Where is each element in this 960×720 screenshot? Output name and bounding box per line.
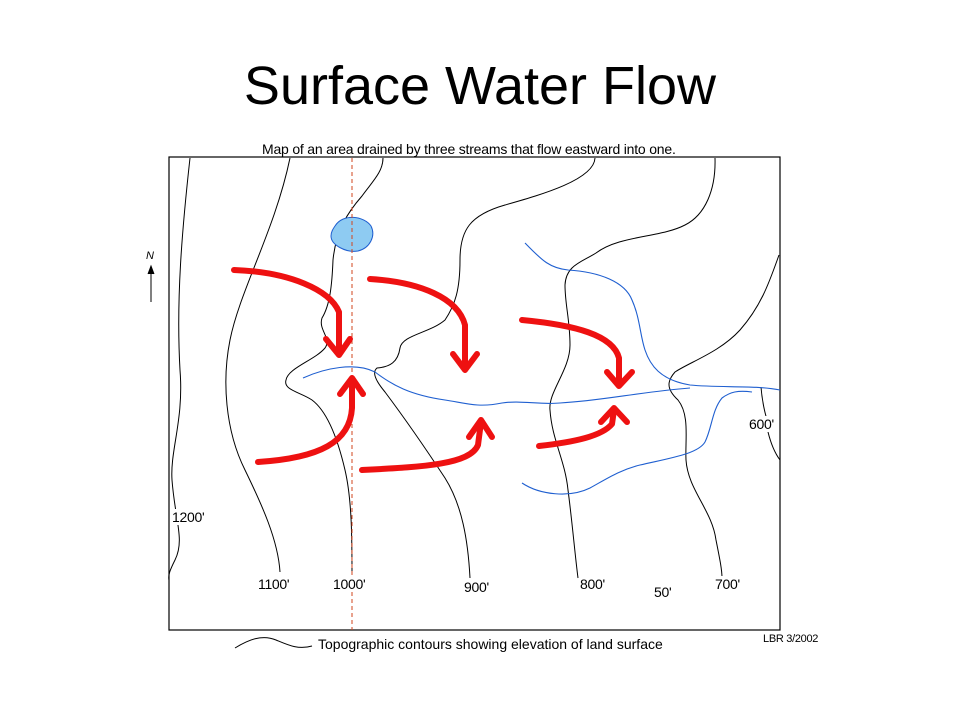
contour-800 xyxy=(549,157,716,579)
stream-lower xyxy=(521,390,753,495)
contour-label-600: 600' xyxy=(749,416,774,432)
flow-arrow-4-head xyxy=(337,375,366,397)
contour-label-1100: 1100' xyxy=(258,576,290,592)
slide-title: Surface Water Flow xyxy=(243,56,717,116)
contour-label-50: 50' xyxy=(654,584,672,600)
north-arrow-icon xyxy=(147,264,155,302)
north-label: N xyxy=(146,250,154,262)
flow-arrow-3-head xyxy=(604,369,635,389)
contour-1100 xyxy=(225,157,291,573)
contour-1000 xyxy=(285,157,384,576)
legend-contour-sample xyxy=(234,637,313,649)
contour-900 xyxy=(374,157,596,579)
flow-arrow-6 xyxy=(536,407,617,449)
flow-arrows xyxy=(231,267,635,473)
contour-label-800: 800' xyxy=(580,576,605,592)
map-frame xyxy=(168,156,781,631)
stream-upper xyxy=(524,242,781,391)
contour-label-900: 900' xyxy=(464,579,489,595)
stream-middle xyxy=(302,366,691,406)
flow-arrow-3 xyxy=(519,317,622,387)
contour-lines xyxy=(168,157,781,581)
flow-arrow-1 xyxy=(231,267,342,355)
flow-arrow-2 xyxy=(367,276,468,371)
flow-arrow-5 xyxy=(359,419,484,473)
credit-label: LBR 3/2002 xyxy=(763,633,819,645)
contour-1200 xyxy=(168,157,191,581)
flow-arrow-5-head xyxy=(466,417,495,440)
streams xyxy=(302,242,781,495)
contour-label-1200: 1200' xyxy=(172,509,205,525)
flow-arrow-6-head xyxy=(598,405,630,425)
pond xyxy=(330,216,374,252)
contour-label-1000: 1000' xyxy=(333,576,366,592)
contour-700 xyxy=(668,254,780,579)
flow-arrow-4 xyxy=(255,377,355,465)
contour-label-700: 700' xyxy=(715,576,740,592)
map-caption: Map of an area drained by three streams … xyxy=(262,141,676,157)
flow-arrow-1-head xyxy=(323,336,353,358)
legend-text: Topographic contours showing elevation o… xyxy=(318,636,663,652)
flow-arrow-2-head xyxy=(450,351,480,373)
